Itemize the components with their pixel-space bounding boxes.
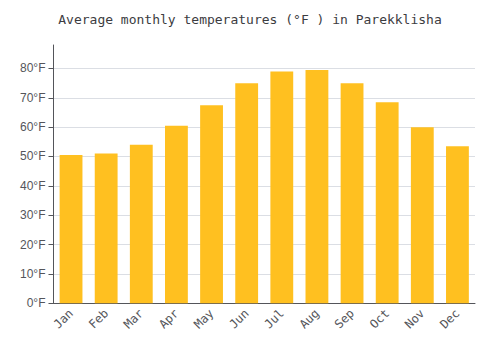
svg-text:Jan: Jan <box>51 306 76 331</box>
svg-text:Feb: Feb <box>86 306 111 331</box>
svg-text:Oct: Oct <box>367 306 392 331</box>
svg-text:30°F: 30°F <box>20 208 45 222</box>
svg-text:Nov: Nov <box>402 306 427 331</box>
svg-text:Sep: Sep <box>332 306 357 331</box>
svg-text:Apr: Apr <box>156 306 181 331</box>
svg-text:50°F: 50°F <box>20 149 45 163</box>
svg-text:20°F: 20°F <box>20 238 45 252</box>
svg-text:80°F: 80°F <box>20 61 45 75</box>
svg-text:40°F: 40°F <box>20 179 45 193</box>
svg-text:70°F: 70°F <box>20 91 45 105</box>
svg-text:60°F: 60°F <box>20 120 45 134</box>
svg-text:Mar: Mar <box>121 306 146 331</box>
svg-text:Jul: Jul <box>262 306 287 331</box>
svg-text:Aug: Aug <box>297 306 322 331</box>
svg-text:Dec: Dec <box>437 306 462 331</box>
svg-text:0°F: 0°F <box>27 296 46 310</box>
svg-text:May: May <box>191 306 216 331</box>
svg-text:10°F: 10°F <box>20 267 45 281</box>
svg-text:Average monthly temperatures (: Average monthly temperatures (°F ) in Pa… <box>58 12 442 27</box>
svg-text:Jun: Jun <box>226 306 251 331</box>
